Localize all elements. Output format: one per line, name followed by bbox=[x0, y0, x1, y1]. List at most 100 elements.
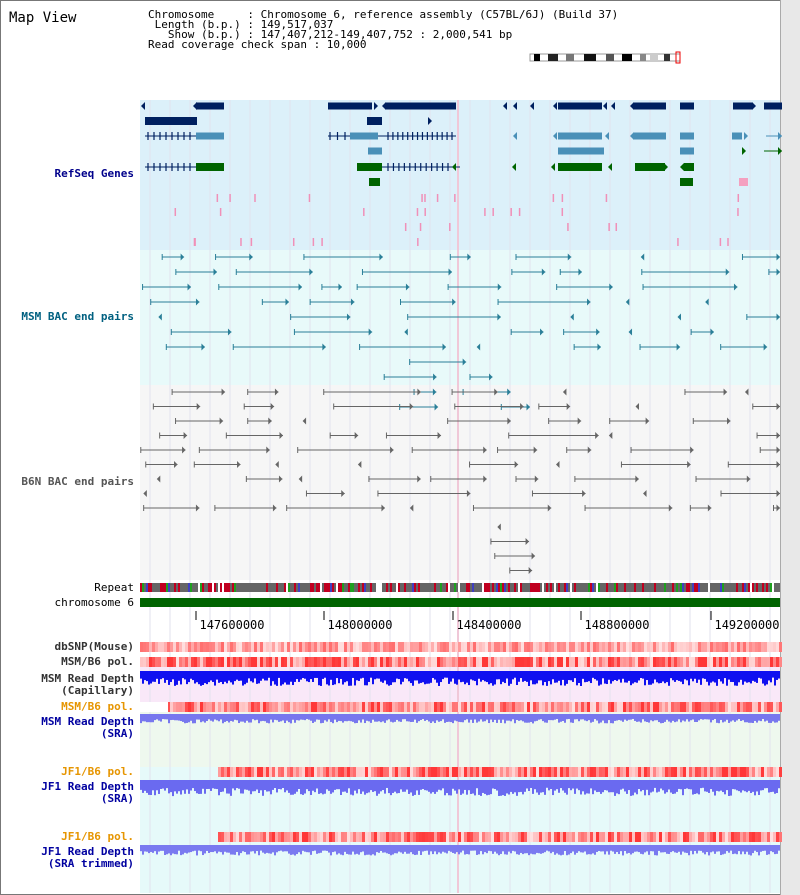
repeat-element bbox=[708, 583, 710, 592]
polymorphism-cell bbox=[755, 702, 758, 712]
polymorphism-cell bbox=[227, 832, 230, 842]
strand-arrow-right bbox=[725, 268, 730, 276]
read-depth-bar bbox=[696, 671, 698, 683]
repeat-element bbox=[412, 583, 414, 592]
repeat-element bbox=[754, 583, 756, 592]
strand-arrow-right bbox=[577, 417, 582, 425]
read-depth-bar bbox=[314, 845, 316, 851]
repeat-element bbox=[670, 583, 672, 592]
polymorphism-cell bbox=[317, 642, 320, 652]
track-label-b6n-bac[interactable]: B6N BAC end pairs bbox=[21, 475, 134, 488]
repeat-element bbox=[458, 583, 460, 592]
polymorphism-cell bbox=[440, 642, 443, 652]
polymorphism-cell bbox=[182, 702, 185, 712]
polymorphism-cell bbox=[596, 642, 599, 652]
read-depth-bar bbox=[276, 780, 278, 793]
read-depth-bar bbox=[370, 714, 372, 723]
repeat-element bbox=[426, 583, 428, 592]
read-depth-bar bbox=[190, 671, 192, 679]
strand-arrow-right bbox=[195, 504, 200, 512]
read-depth-bar bbox=[518, 845, 520, 855]
polymorphism-cell bbox=[425, 832, 428, 842]
read-depth-bar bbox=[766, 714, 768, 721]
polymorphism-cell bbox=[233, 702, 236, 712]
polymorphism-cell bbox=[455, 657, 458, 667]
read-depth-bar bbox=[212, 671, 214, 682]
polymorphism-cell bbox=[767, 832, 770, 842]
snp-mark bbox=[216, 194, 219, 202]
read-depth-bar bbox=[464, 671, 466, 685]
read-depth-bar bbox=[394, 845, 396, 854]
read-depth-bar bbox=[778, 671, 780, 679]
polymorphism-cell bbox=[689, 702, 692, 712]
polymorphism-cell bbox=[164, 642, 167, 652]
read-depth-bar bbox=[714, 714, 716, 719]
read-depth-bar bbox=[322, 845, 324, 851]
polymorphism-cell bbox=[422, 642, 425, 652]
read-depth-bar bbox=[250, 780, 252, 795]
read-depth-bar bbox=[258, 714, 260, 724]
read-depth-bar bbox=[166, 671, 168, 680]
read-depth-bar bbox=[642, 714, 644, 720]
repeat-element bbox=[236, 583, 238, 592]
polymorphism-cell bbox=[392, 832, 395, 842]
polymorphism-cell bbox=[209, 702, 212, 712]
polymorphism-cell bbox=[635, 767, 638, 777]
polymorphism-cell bbox=[482, 832, 485, 842]
read-depth-bar bbox=[682, 780, 684, 796]
polymorphism-cell bbox=[704, 642, 707, 652]
read-depth-bar bbox=[204, 845, 206, 854]
read-depth-bar bbox=[430, 671, 432, 683]
polymorphism-cell bbox=[602, 642, 605, 652]
polymorphism-cell bbox=[584, 832, 587, 842]
polymorphism-cell bbox=[743, 657, 746, 667]
read-depth-bar bbox=[404, 714, 406, 720]
repeat-element bbox=[350, 583, 352, 592]
polymorphism-cell bbox=[719, 832, 722, 842]
read-depth-bar bbox=[320, 780, 322, 794]
read-depth-bar bbox=[668, 845, 670, 854]
read-depth-bar bbox=[396, 780, 398, 794]
read-depth-bar bbox=[450, 845, 452, 852]
strand-arrow-right bbox=[381, 504, 385, 512]
read-depth-bar bbox=[250, 714, 252, 723]
repeat-element bbox=[592, 583, 594, 592]
read-depth-bar bbox=[776, 845, 778, 854]
read-depth-bar bbox=[518, 780, 520, 793]
polymorphism-cell bbox=[590, 642, 593, 652]
read-depth-bar bbox=[580, 780, 582, 795]
read-depth-bar bbox=[350, 780, 352, 795]
read-depth-bar bbox=[652, 714, 654, 722]
polymorphism-cell bbox=[728, 767, 731, 777]
read-depth-bar bbox=[170, 845, 172, 856]
repeat-element bbox=[142, 583, 144, 592]
read-depth-bar bbox=[208, 780, 210, 789]
polymorphism-cell bbox=[320, 832, 323, 842]
repeat-element bbox=[766, 583, 768, 592]
read-depth-bar bbox=[544, 671, 546, 683]
read-depth-bar bbox=[290, 780, 292, 795]
repeat-element bbox=[232, 583, 234, 592]
read-depth-bar bbox=[736, 671, 738, 686]
read-depth-bar bbox=[378, 845, 380, 853]
polymorphism-cell bbox=[230, 657, 233, 667]
track-label-msm-bac[interactable]: MSM BAC end pairs bbox=[21, 310, 134, 323]
strand-arrow-left bbox=[603, 102, 607, 110]
polymorphism-cell bbox=[743, 832, 746, 842]
read-depth-bar bbox=[204, 714, 206, 723]
read-depth-bar bbox=[684, 845, 686, 853]
polymorphism-cell bbox=[584, 642, 587, 652]
read-depth-bar bbox=[768, 671, 770, 681]
read-depth-bar bbox=[344, 845, 346, 852]
repeat-element bbox=[602, 583, 604, 592]
read-depth-bar bbox=[226, 714, 228, 722]
track-label-refseq[interactable]: RefSeq Genes bbox=[54, 167, 134, 180]
polymorphism-cell bbox=[629, 657, 632, 667]
read-depth-bar bbox=[226, 845, 228, 853]
polymorphism-cell bbox=[428, 832, 431, 842]
read-depth-bar bbox=[488, 780, 490, 795]
repeat-element bbox=[718, 583, 720, 592]
read-depth-bar bbox=[316, 845, 318, 854]
read-depth-bar bbox=[280, 671, 282, 686]
